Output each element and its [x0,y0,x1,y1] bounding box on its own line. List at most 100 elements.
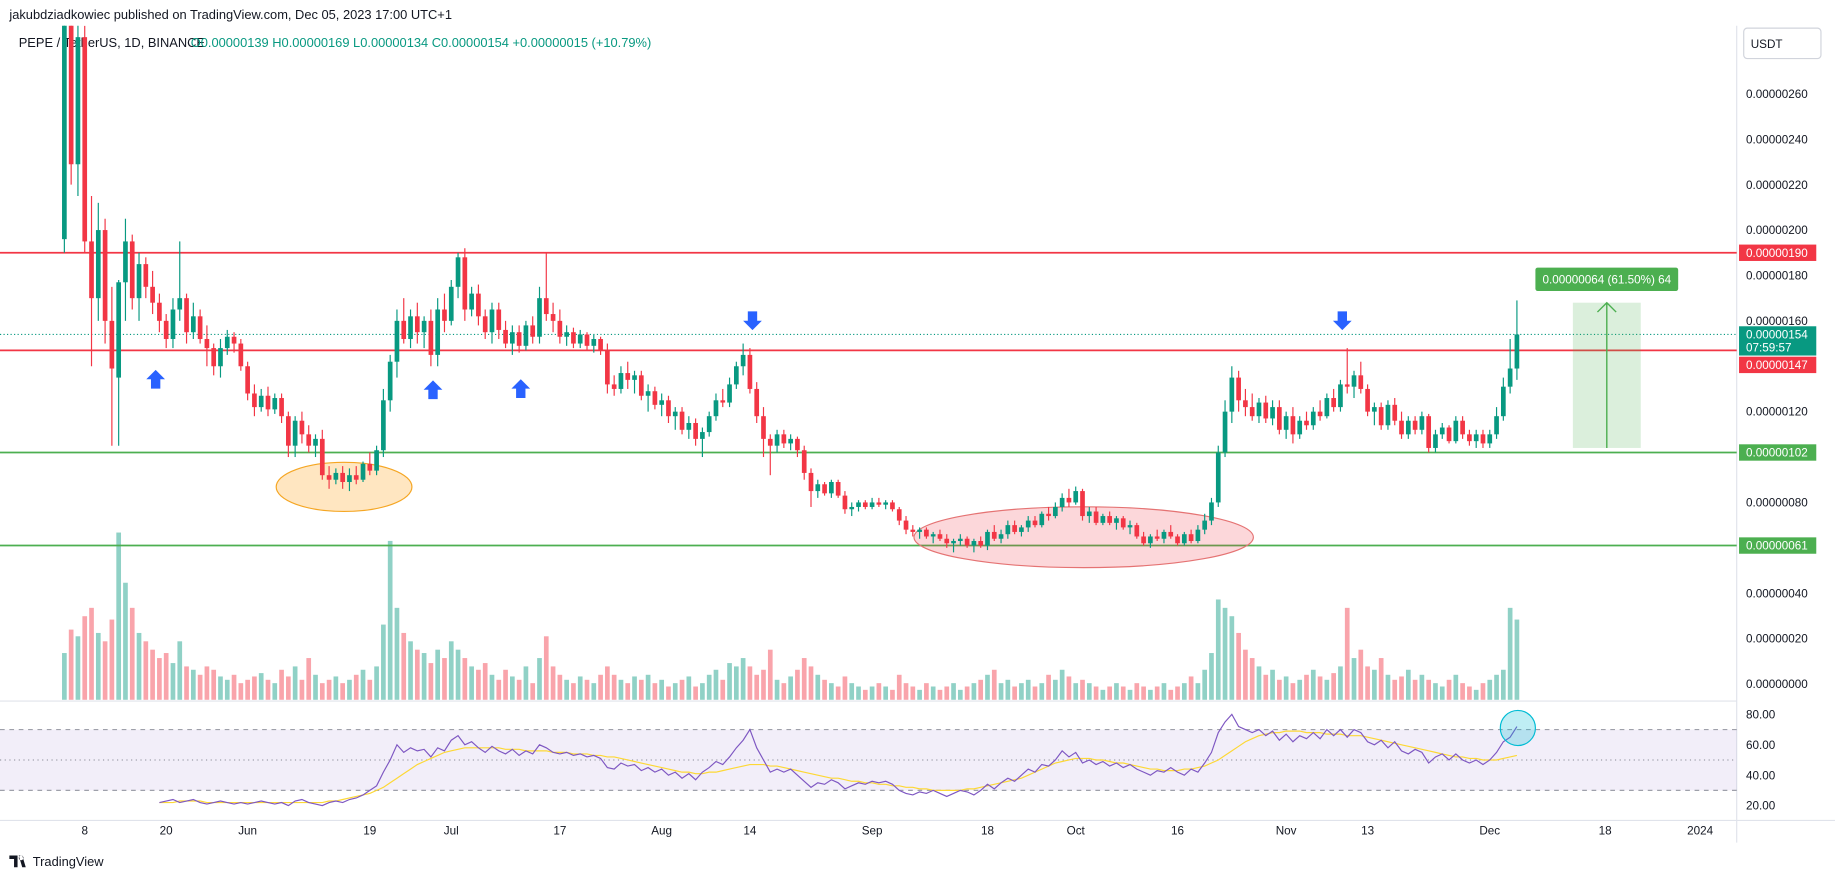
candle-body [421,320,427,333]
candle-body [537,298,542,337]
volume-bar [1249,658,1255,700]
volume-bar [896,674,902,700]
candle-body [1426,416,1432,448]
volume-bar [170,663,176,700]
candle-body [462,257,468,310]
candle-body [842,495,848,510]
last-price-label: 0.00000154 [1746,329,1808,342]
volume-bar [136,632,142,700]
volume-bar [510,676,515,700]
volume-bar [435,649,441,700]
volume-bar [258,673,264,700]
volume-bar [591,683,597,700]
volume-bar [428,663,434,700]
volume-bar [795,669,800,700]
volume-bar [957,689,963,700]
volume-bar [890,689,895,700]
candle-body [177,298,183,310]
candle-body [740,354,746,367]
volume-bar [543,636,549,700]
x-tick-label: 20 [160,824,174,837]
volume-bar [326,679,332,700]
candle-body [1338,384,1343,408]
volume-bar [197,674,203,700]
currency[interactable]: USDT [1751,38,1783,51]
candle-body [985,531,990,546]
candle-body [448,286,454,321]
candle-body [1243,400,1248,408]
candle-body [408,316,413,340]
level-label: 0.00000061 [1746,540,1808,553]
candle-body [1324,398,1330,417]
volume-bar [693,686,698,700]
volume-bar [279,669,284,700]
candle-body [170,309,176,340]
candle-body [1202,520,1208,530]
candle-body [360,463,366,480]
candle-body [272,398,278,410]
volume-bar [761,669,766,700]
candle-body [163,320,169,340]
y-tick-label: 0.00000040 [1746,587,1808,600]
x-tick-label: 18 [981,824,994,837]
candle-body [428,320,434,355]
candle-body [286,416,291,446]
volume-bar [353,674,359,700]
symbol: PEPE / TetherUS, 1D, BINANCE [19,35,206,50]
x-tick-label: Aug [651,824,672,837]
volume-bar [245,679,250,700]
x-tick-label: Sep [862,824,883,837]
volume-bar [102,641,108,700]
candle-body [401,320,407,340]
volume-bar [387,540,393,700]
candle-body [890,502,895,510]
volume-bar [123,582,128,700]
volume-bar [625,683,631,700]
candle-body [1039,513,1045,526]
level-box [1739,356,1817,374]
candle-body [1399,420,1404,435]
volume-bar [1338,666,1343,700]
volume-bar [143,641,149,700]
volume-bar [62,653,67,700]
volume-bar [1039,683,1045,700]
volume [62,532,1520,700]
candle-body [1378,407,1384,426]
volume-bar [190,669,196,700]
volume-bar [265,679,271,700]
candle-body [435,309,441,355]
candle-body [1046,513,1051,517]
volume-bar [1263,674,1269,700]
volume-bar [829,683,834,700]
candle-body [1467,434,1472,442]
volume-bar [95,632,101,700]
candle-body [523,325,529,346]
y-tick-label: 0.00000120 [1746,406,1808,419]
candle-body [1480,434,1486,444]
candle-body [211,348,217,367]
candle-body [102,230,108,321]
volume-bar [1297,679,1303,700]
candle-body [1236,377,1241,401]
candle-body [862,502,868,507]
currency-button[interactable] [1743,27,1822,60]
rsi-line [159,730,1518,804]
volume-bar [618,679,624,700]
candle-body [924,529,929,537]
candle-body [964,538,970,546]
volume-bar [706,674,712,700]
candle-body [564,332,569,337]
candle-body [951,541,956,544]
ellipse [275,461,413,513]
x-tick-label: Oct [1067,824,1086,837]
candle-body [1297,420,1303,435]
volume-bar [978,679,984,700]
volume-bar [1460,683,1465,700]
candle-body [550,314,556,321]
candle-body [1263,402,1269,419]
candle-body [1012,525,1017,532]
y-tick-label: 0.00000240 [1746,133,1808,146]
candle-body [747,354,753,389]
volume-bar [1310,669,1316,700]
volume-bar [1514,619,1520,700]
